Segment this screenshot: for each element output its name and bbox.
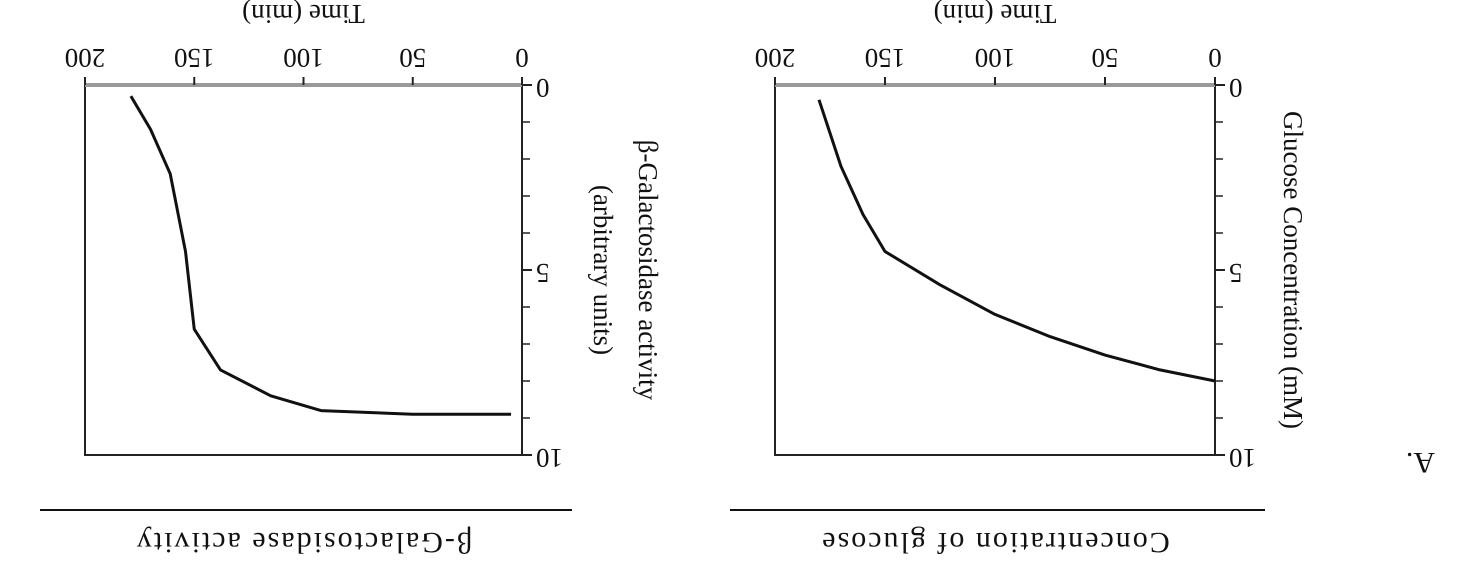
chart-title: Concentration of glucose [820,526,1170,559]
y-axis-label: (arbitrary units) [588,185,618,355]
plot-frame [84,84,523,456]
data-line [129,95,512,416]
y-tick-label: 0 [536,73,550,103]
x-tick-label: 200 [755,43,796,73]
x-tick-label: 0 [515,43,529,73]
x-axis-label: Time (min) [242,0,365,29]
x-tick-label: 100 [283,43,324,73]
x-tick-label: 50 [1092,43,1119,73]
y-tick-label: 10 [1229,443,1256,473]
y-tick-label: 10 [536,443,563,473]
data-line [817,99,1216,383]
panel-label: A. [1406,446,1435,479]
y-axis-label: β-Galactosidase activity [633,140,663,401]
y-axis-label: Glucose Concentration (mM) [1278,111,1308,429]
x-tick-label: 100 [975,43,1016,73]
rotated-figure: A. Concentration of glucose050100150200T… [40,0,1435,559]
x-tick-label: 200 [65,43,106,73]
x-tick-label: 0 [1208,43,1222,73]
x-axis-label: Time (min) [934,0,1057,29]
x-tick-label: 150 [865,43,906,73]
y-tick-label: 5 [1229,258,1243,288]
plot-frame [774,84,1216,456]
y-tick-label: 0 [1229,73,1243,103]
x-tick-label: 150 [174,43,215,73]
y-tick-label: 5 [536,258,550,288]
x-tick-label: 50 [399,43,426,73]
chart-title: β-Galactosidase activity [135,526,472,559]
